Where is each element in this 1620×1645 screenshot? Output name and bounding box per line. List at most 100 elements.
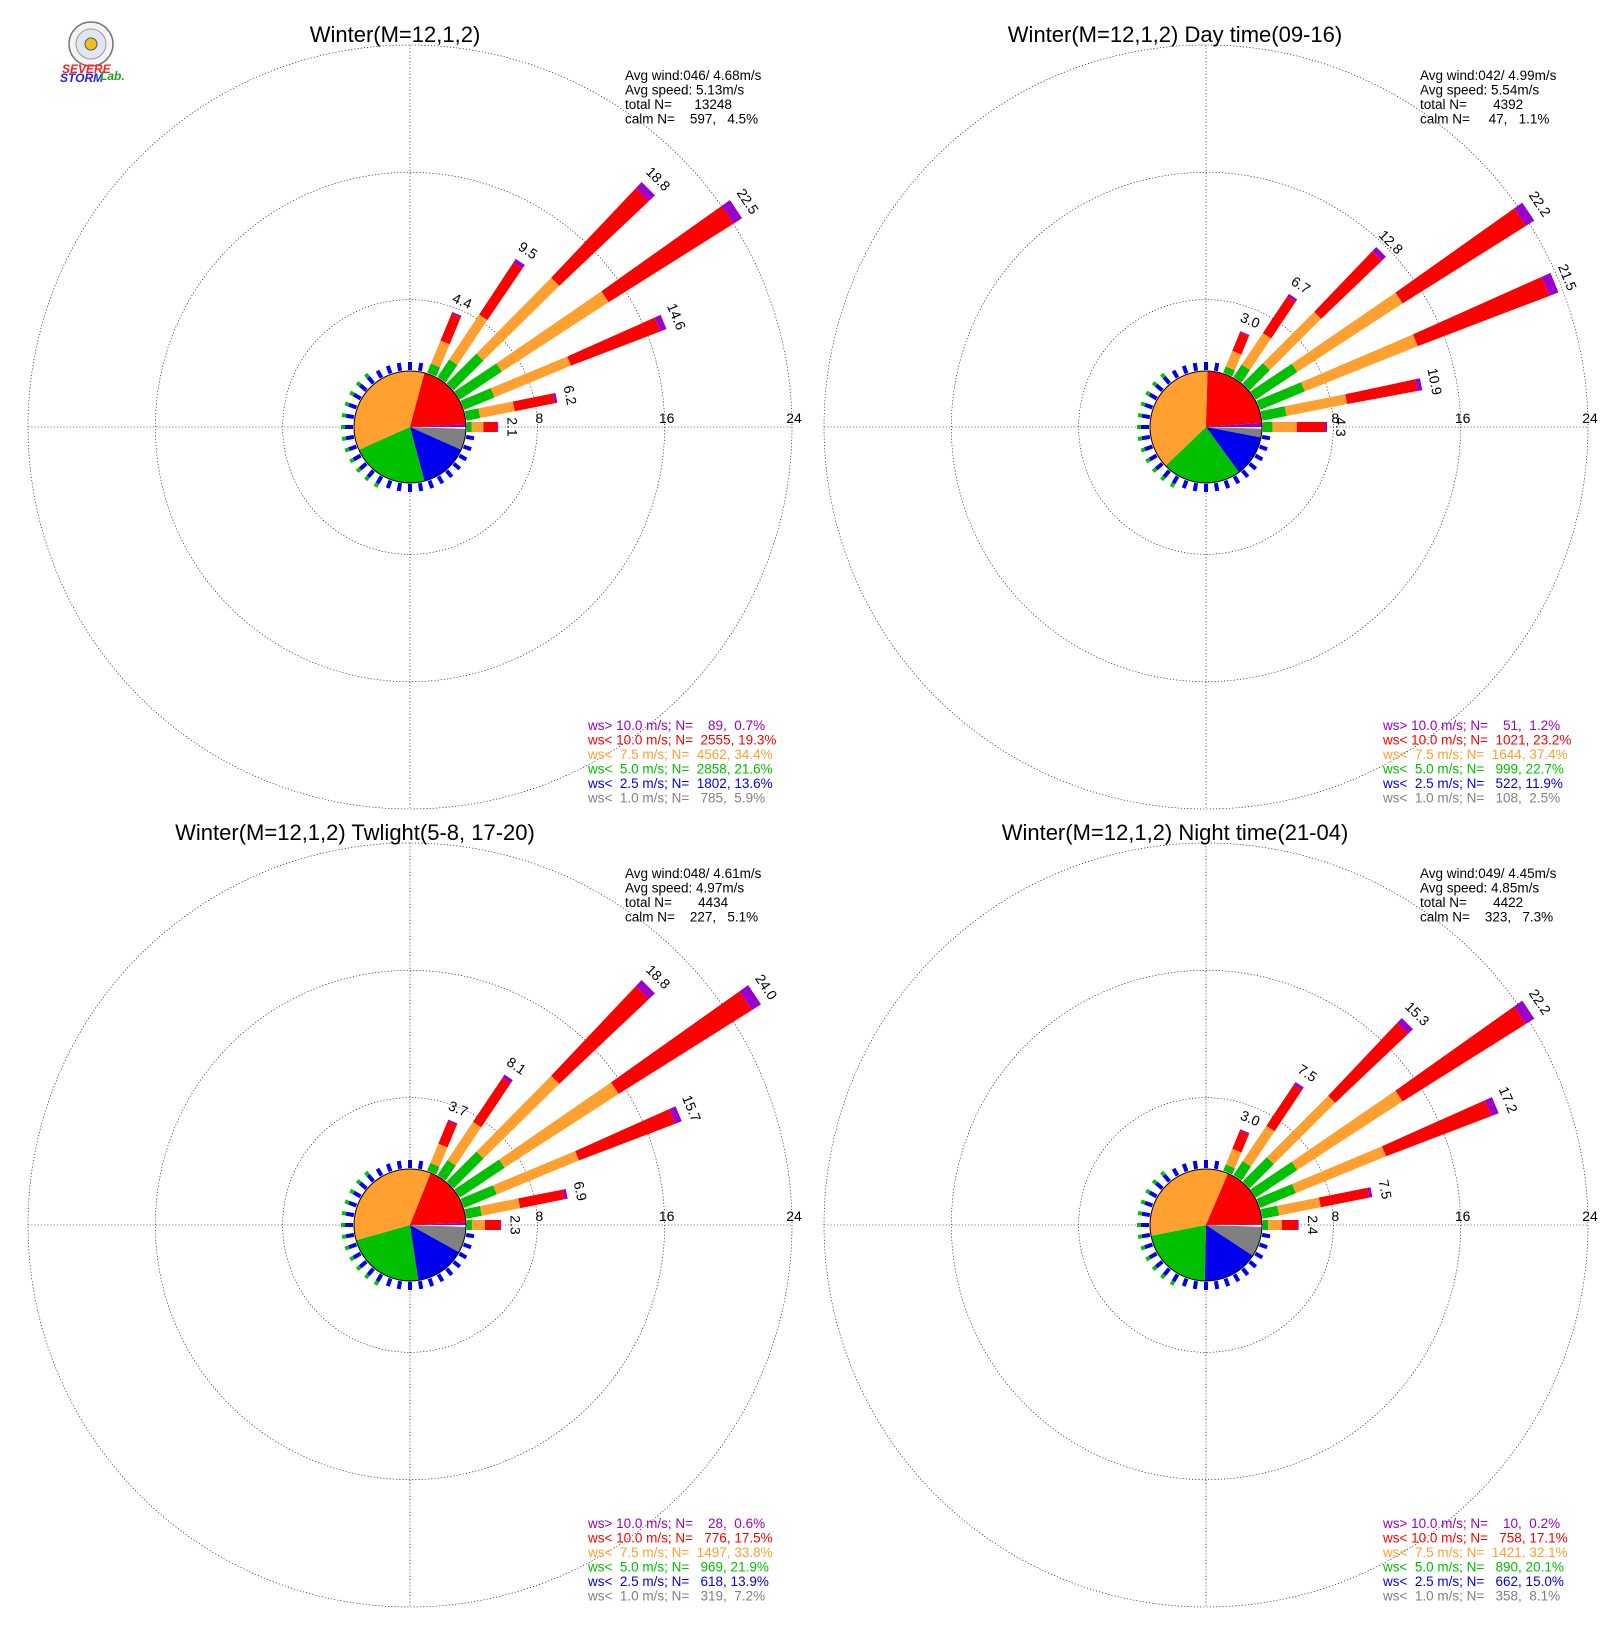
- petal-segment: [1367, 1187, 1373, 1198]
- pie-slice: [1206, 1173, 1262, 1225]
- petal-label: 3.0: [1238, 1107, 1262, 1129]
- minor-petal-segment: [1169, 482, 1176, 488]
- pie-slice: [354, 1169, 431, 1241]
- legend-entry: ws< 2.5 m/s; N= 662, 15.0%: [1382, 1574, 1564, 1589]
- minor-petal: [1148, 1251, 1158, 1260]
- minor-petal: [375, 369, 384, 379]
- pie-outline: [1149, 370, 1263, 484]
- minor-petal: [1162, 469, 1171, 479]
- petal-segment: [1297, 1220, 1299, 1230]
- petal-segment: [721, 200, 743, 224]
- legend-entry: ws< 2.5 m/s; N= 522, 11.9%: [1382, 776, 1563, 791]
- minor-petal: [1258, 444, 1268, 452]
- petal-segment: [1260, 1205, 1280, 1219]
- petal-segment: [499, 1082, 619, 1168]
- minor-petal: [345, 1211, 355, 1218]
- legend-entry: ws< 5.0 m/s; N= 999, 22.7%: [1382, 762, 1564, 777]
- pie-slice: [410, 1172, 466, 1225]
- pie-outline: [1149, 1168, 1263, 1282]
- minor-petal-segment: [349, 390, 355, 397]
- minor-petal-segment: [364, 475, 370, 482]
- minor-petal-segment: [349, 457, 355, 464]
- minor-petal: [358, 1181, 368, 1190]
- petal-segment: [466, 422, 472, 432]
- petal-segment: [1314, 251, 1382, 319]
- petal-segment: [1266, 1084, 1302, 1132]
- petal-segment: [440, 313, 461, 345]
- minor-petal: [1258, 1242, 1268, 1250]
- petal-segment: [464, 1206, 482, 1219]
- minor-petal: [462, 1242, 472, 1250]
- lab-logo: SEVERE STORM Lab.: [60, 21, 125, 85]
- minor-petal-segment: [349, 1188, 355, 1195]
- petal-label: 4.3: [1333, 417, 1349, 437]
- legend-entry: ws< 7.5 m/s; N= 1497, 33.8%: [587, 1545, 773, 1560]
- minor-petal: [1223, 479, 1231, 489]
- minor-petal: [345, 434, 355, 441]
- minor-petal: [1141, 1211, 1151, 1218]
- minor-petal: [417, 1160, 424, 1170]
- petal-segment: [1372, 247, 1386, 261]
- panel-title: Winter(M=12,1,2) Day time(09-16): [1008, 22, 1342, 47]
- minor-petal: [1241, 469, 1250, 479]
- minor-petal: [375, 475, 384, 485]
- petal-segment: [512, 393, 555, 412]
- ring-label: 24: [1582, 1208, 1598, 1224]
- petal-segment: [1232, 1130, 1249, 1153]
- petal-segment: [551, 188, 649, 286]
- minor-petal-segment: [341, 1234, 347, 1239]
- petal-segment: [471, 1220, 486, 1230]
- petal-segment: [446, 1151, 484, 1189]
- ring-16: [951, 970, 1461, 1480]
- minor-petal-segment: [1140, 401, 1146, 407]
- petal-segment: [460, 1185, 497, 1208]
- minor-petal: [417, 482, 424, 492]
- petal-label: 4.4: [450, 290, 474, 312]
- minor-petal: [465, 1232, 475, 1239]
- minor-petal: [1148, 1190, 1158, 1199]
- legend-entry: ws> 10.0 m/s; N= 51, 1.2%: [1382, 718, 1560, 733]
- info-line: Avg wind:048/ 4.61m/s: [625, 866, 762, 881]
- petal-label: 21.5: [1555, 262, 1580, 293]
- minor-petal-segment: [364, 1170, 370, 1177]
- logo-text-severe: SEVERE: [62, 62, 112, 76]
- petal-segment: [1223, 366, 1235, 377]
- minor-petal: [427, 1277, 435, 1287]
- petal-segment: [1242, 1157, 1274, 1189]
- pie-slice: [1206, 422, 1262, 427]
- minor-petal: [366, 1173, 375, 1183]
- petal-segment: [601, 205, 734, 303]
- legend-entry: ws< 7.5 m/s; N= 1421, 32.1%: [1382, 1545, 1568, 1560]
- minor-petal: [348, 1200, 358, 1208]
- minor-petal-segment: [1140, 1245, 1146, 1251]
- minor-petal-segment: [373, 1280, 380, 1286]
- minor-petal: [352, 392, 362, 401]
- petal-segment: [1281, 1220, 1298, 1230]
- petal-segment: [485, 1220, 501, 1230]
- minor-petal-segment: [364, 372, 370, 379]
- minor-petal-segment: [1151, 467, 1158, 473]
- minor-petal: [366, 469, 375, 479]
- minor-petal: [1248, 462, 1258, 471]
- petal-segment: [496, 291, 609, 372]
- minor-petal: [436, 1273, 445, 1283]
- petal-segment: [497, 422, 499, 432]
- minor-petal: [1144, 1242, 1154, 1250]
- petal-segment: [1260, 406, 1287, 421]
- minor-petal-segment: [1137, 1211, 1143, 1216]
- ring-label: 24: [786, 1208, 802, 1224]
- petal-segment: [1328, 1022, 1409, 1103]
- minor-petal: [1223, 1277, 1231, 1287]
- info-line: Avg wind:049/ 4.45m/s: [1420, 866, 1557, 881]
- minor-petal: [436, 475, 445, 485]
- petal-label: 10.9: [1424, 367, 1445, 397]
- minor-petal-segment: [1151, 381, 1158, 387]
- petal-segment: [518, 1189, 565, 1209]
- minor-petal: [375, 1167, 384, 1177]
- petal-segment: [1262, 296, 1296, 339]
- minor-petal: [352, 1190, 362, 1199]
- petal-segment: [1395, 208, 1526, 304]
- legend-entry: ws< 5.0 m/s; N= 2858, 21.6%: [587, 762, 773, 777]
- minor-petal: [385, 1277, 393, 1287]
